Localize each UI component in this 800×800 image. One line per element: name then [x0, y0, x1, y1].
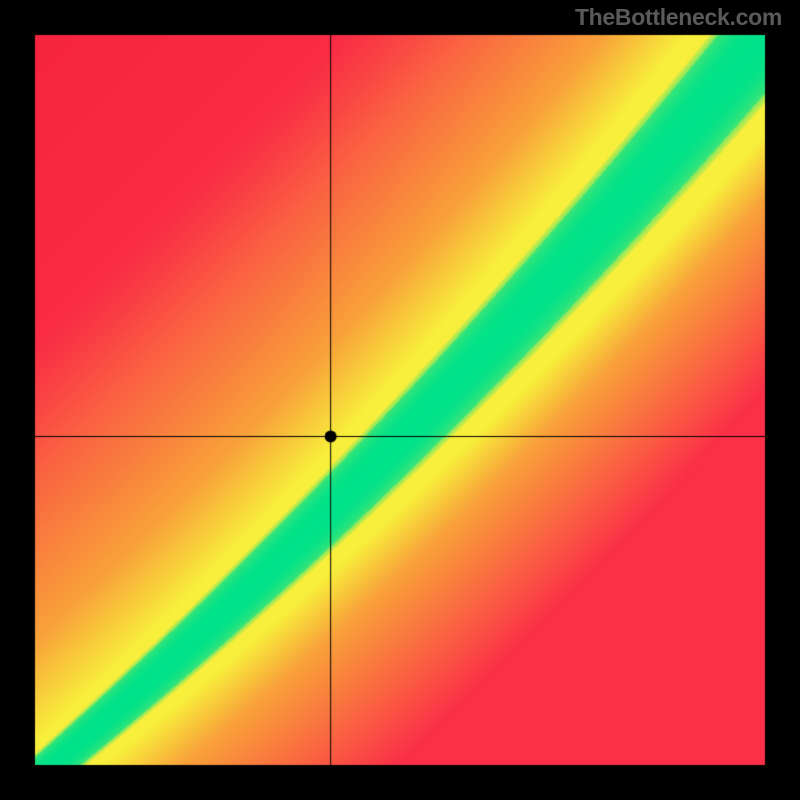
chart-container: TheBottleneck.com — [0, 0, 800, 800]
watermark-text: TheBottleneck.com — [575, 4, 782, 31]
heatmap-canvas — [0, 0, 800, 800]
